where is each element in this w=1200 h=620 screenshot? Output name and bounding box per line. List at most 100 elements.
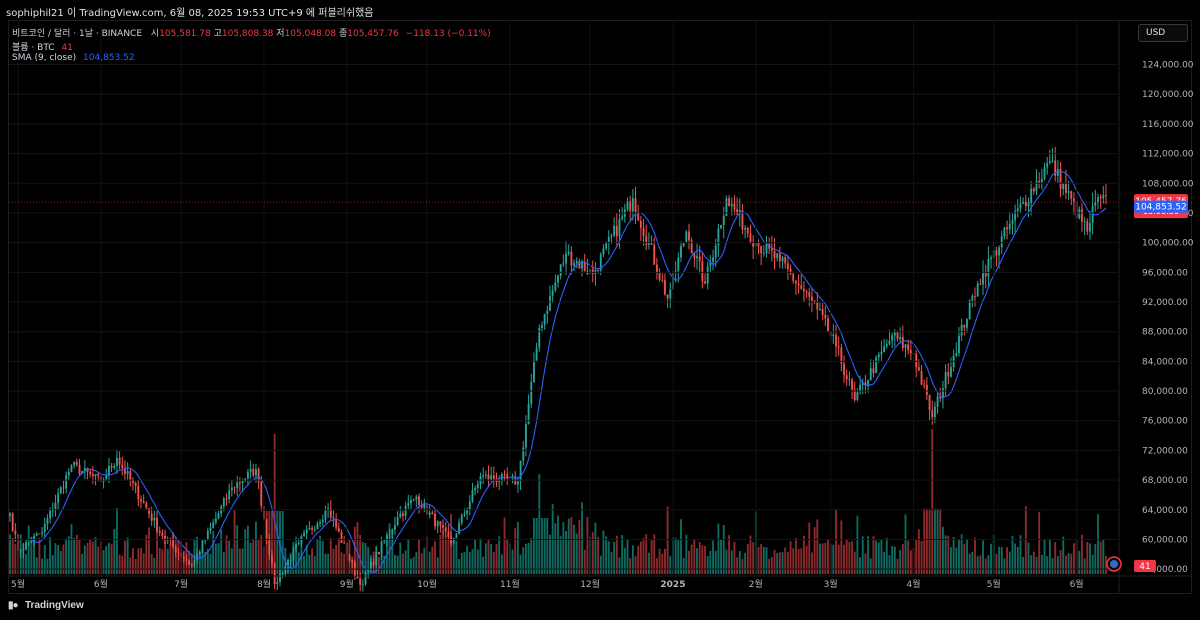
volume-bar: [420, 553, 423, 574]
candle-body: [246, 471, 249, 479]
candle-body: [541, 325, 543, 328]
volume-bar: [115, 508, 118, 574]
volume-bar: [749, 535, 752, 574]
volume-bar: [54, 543, 57, 574]
volume-bar: [998, 546, 1001, 574]
candle-body: [281, 573, 284, 575]
volume-bar: [238, 548, 241, 574]
candle-body: [83, 467, 86, 472]
volume-bar: [57, 545, 60, 574]
volume-bar: [559, 536, 562, 574]
candle-body: [75, 461, 78, 465]
volume-bar: [958, 538, 960, 574]
volume-bar: [901, 544, 904, 574]
candle-body: [316, 523, 319, 530]
volume-bar: [527, 542, 530, 574]
volume-bar: [337, 537, 340, 574]
volume-bar: [821, 543, 824, 574]
candle-body: [899, 337, 902, 340]
volume-bar: [1099, 541, 1102, 574]
candle-body: [89, 472, 92, 475]
candle-body: [340, 531, 343, 543]
volume-bar: [150, 554, 153, 574]
candle-body: [730, 203, 733, 207]
legend-sma-row[interactable]: SMA (9, close) 104,853.52: [12, 53, 135, 63]
volume-bar: [86, 542, 89, 574]
candle-body: [733, 203, 736, 210]
volume-bar: [661, 553, 664, 574]
candle-body: [655, 264, 658, 274]
volume-bar: [442, 530, 444, 574]
legend-volume-row[interactable]: 볼륨 · BTC 41: [12, 40, 73, 53]
volume-bar: [1105, 555, 1107, 574]
volume-bar: [43, 545, 46, 574]
candle-body: [260, 481, 263, 507]
candle-body: [893, 332, 896, 336]
volume-bar: [851, 541, 853, 574]
candle-body: [1064, 182, 1067, 193]
candle-body: [1097, 197, 1099, 203]
time-tick-label: 10월: [417, 578, 437, 590]
volume-bar: [78, 539, 81, 574]
candle-body: [1003, 227, 1006, 237]
candle-body: [757, 242, 760, 247]
volume-bar: [329, 538, 332, 574]
volume-bar: [789, 541, 792, 574]
volume-bar: [332, 548, 335, 574]
volume-bar: [594, 522, 597, 574]
volume-bar: [712, 540, 714, 574]
candle-body: [434, 513, 436, 527]
candle-body: [476, 484, 479, 488]
legend-symbol[interactable]: 비트코인 / 달러 · 1날 · BINANCE: [12, 29, 143, 39]
volume-bar: [621, 535, 624, 574]
volume-bar: [1086, 541, 1089, 574]
time-tick-label: 5월: [11, 578, 25, 590]
candle-body: [335, 518, 338, 528]
volume-bar: [228, 540, 231, 574]
volume-bar: [615, 535, 618, 574]
candle-body: [680, 246, 682, 258]
tradingview-logo[interactable]: ▮● TradingView: [8, 600, 84, 611]
candle-body: [134, 482, 137, 486]
volume-bar: [701, 545, 704, 574]
candle-body: [196, 553, 199, 560]
volume-bar: [653, 534, 656, 574]
volume-bar: [551, 503, 554, 574]
volume-bar: [33, 540, 35, 574]
candle-body: [35, 533, 38, 536]
candle-body: [391, 529, 394, 535]
currency-button[interactable]: USD: [1138, 24, 1188, 42]
volume-bar: [557, 515, 559, 574]
volume-bar: [730, 550, 733, 574]
time-tick-label: 8월: [257, 578, 271, 590]
price-tick-label: 124,000.00: [1142, 61, 1194, 71]
volume-bar: [968, 553, 971, 574]
candle-body: [118, 457, 121, 465]
volume-bar: [663, 548, 666, 574]
volume-bar: [41, 558, 44, 574]
candle-body: [271, 555, 273, 564]
candle-body: [402, 513, 404, 516]
candle-body: [869, 368, 872, 381]
volume-bar: [602, 530, 605, 574]
candle-body: [1016, 208, 1019, 212]
candle-body: [137, 485, 140, 500]
candle-body: [396, 517, 399, 525]
volume-bar: [343, 553, 346, 574]
volume-bar: [864, 553, 867, 574]
volume-bar: [455, 540, 458, 574]
volume-bar: [124, 540, 126, 574]
candle-body: [760, 246, 763, 254]
volume-bar: [549, 534, 551, 574]
volume-bar: [573, 524, 575, 574]
candle-body: [388, 534, 391, 535]
sma-badge-value: 104,853.52: [1135, 203, 1187, 213]
candle-body: [81, 471, 84, 474]
volume-bar: [896, 558, 899, 574]
volume-bar: [797, 548, 800, 574]
volume-bar: [321, 541, 324, 574]
chart-panel[interactable]: [8, 20, 1192, 594]
volume-bar: [1003, 558, 1006, 574]
volume-bar: [690, 544, 693, 574]
